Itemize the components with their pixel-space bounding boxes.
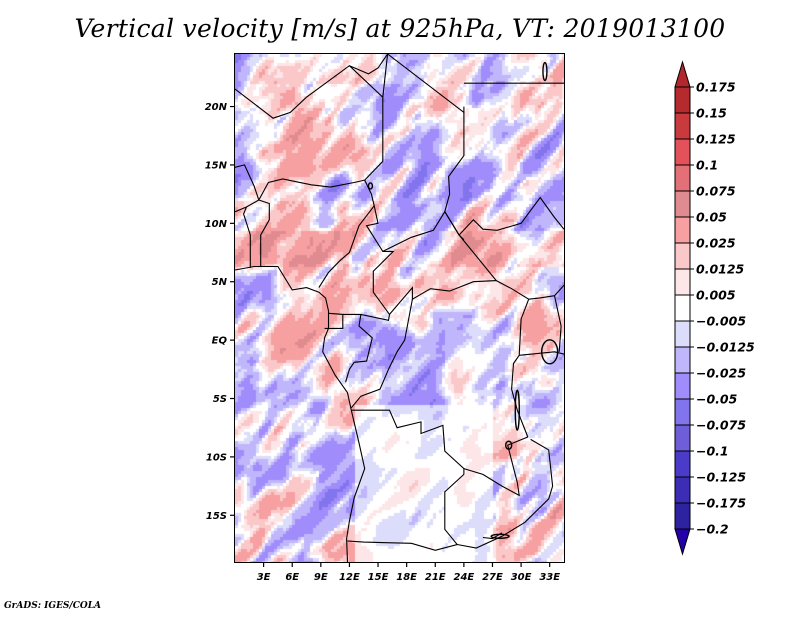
colorbar-bottom-arrow (674, 528, 691, 556)
colorbar-swatch (674, 138, 691, 166)
border-zambia-south (457, 438, 554, 549)
border-cameroon-chad (365, 205, 395, 315)
colorbar-swatch (674, 320, 691, 348)
y-tick-label: 10S (206, 452, 227, 463)
colorbar-swatch (674, 268, 691, 296)
colorbar-label: −0.125 (696, 470, 746, 485)
lake-mweru (504, 440, 513, 450)
colorbar-label: 0.0125 (696, 262, 745, 277)
x-tick-label: 21E (425, 572, 446, 583)
y-tick-label: 5N (212, 277, 228, 288)
border-cameroon-gabon-congo (342, 313, 391, 321)
colorbar-swatch (674, 398, 691, 426)
x-tick-label: 9E (314, 572, 328, 583)
colorbar-swatch (674, 190, 691, 218)
x-tick-label: 15E (368, 572, 389, 583)
colorbar-label: −0.05 (696, 392, 738, 407)
colorbar-label: 0.05 (696, 210, 727, 225)
colorbar-top-arrow (674, 60, 691, 88)
colorbar-swatch (674, 424, 691, 452)
vertical-velocity-field (235, 54, 564, 562)
colorbar-label: −0.025 (696, 366, 746, 381)
x-tick-label: 24E (453, 572, 474, 583)
y-tick-label: EQ (212, 336, 228, 347)
coastline-west-africa (235, 265, 366, 562)
border-angola-zambia (347, 473, 465, 551)
grads-credit: GrADS: IGES/COLA (4, 601, 102, 611)
colorbar-swatch (674, 242, 691, 270)
border-drc-east (511, 299, 530, 438)
colorbar-swatch (674, 216, 691, 244)
colorbar-label: 0.125 (696, 132, 736, 147)
lake-tanganyika (514, 389, 520, 431)
border-drc-angola (351, 409, 465, 475)
colorbar-label: 0.005 (696, 288, 736, 303)
border-togo-benin (243, 206, 251, 268)
border-libya-chad-sudan (349, 54, 465, 114)
colorbar-label: −0.2 (696, 522, 729, 537)
colorbar-swatch (674, 476, 691, 504)
lake-kariba (490, 533, 510, 540)
country-borders (235, 54, 564, 562)
x-axis: 3E 6E 9E 12E 15E 18E 21E 24E 27E 30E 33E (257, 562, 560, 583)
border-burkina-north (235, 164, 260, 201)
colorbar-label: 0.1 (696, 158, 718, 173)
y-tick-label: 20N (205, 102, 228, 113)
border-gabon-congo (345, 314, 373, 383)
colorbar-label: 0.15 (696, 106, 727, 121)
colorbar-legend: 0.175 0.15 0.125 0.1 0.075 0.05 0.025 0.0125 0.0… (674, 60, 755, 556)
y-axis: 20N 15N 10N 5N EQ 5S 10S 15S (205, 102, 235, 522)
map-plot-area (235, 54, 564, 562)
y-tick-label: 5S (213, 394, 227, 405)
colorbar-label: −0.175 (696, 496, 746, 511)
border-uganda-kenya (553, 295, 562, 352)
lake-victoria (540, 339, 559, 365)
border-niger-chad (364, 97, 384, 181)
x-tick-label: 18E (396, 572, 417, 583)
colorbar-label: 0.025 (696, 236, 736, 251)
x-tick-label: 30E (511, 572, 532, 583)
colorbar-swatch (674, 294, 691, 322)
border-burkina-south (235, 199, 260, 213)
colorbar-swatch (674, 450, 691, 478)
x-tick-label: 6E (285, 572, 299, 583)
colorbar-swatch (674, 86, 691, 114)
border-nigeria-cameroon (318, 179, 375, 288)
colorbar-label: −0.075 (696, 418, 746, 433)
x-tick-label: 27E (482, 572, 503, 583)
border-niger-algeria-libya (235, 54, 389, 119)
colorbar-swatch (674, 372, 691, 400)
colorbar-label: 0.075 (696, 184, 736, 199)
colorbar-label: −0.0125 (696, 340, 755, 355)
border-benin-nigeria (258, 199, 270, 267)
colorbar-swatch (674, 112, 691, 140)
colorbar-label: −0.1 (696, 444, 729, 459)
border-congo-drc (350, 299, 413, 409)
border-gabon-eqguinea (324, 312, 344, 329)
colorbar-swatch (674, 346, 691, 374)
colorbar-swatch (674, 502, 691, 530)
x-tick-label: 3E (257, 572, 271, 583)
border-tanzania-north (519, 351, 564, 356)
colorbar-label: −0.005 (696, 314, 746, 329)
colorbar-label: 0.175 (696, 80, 736, 95)
colorbar-swatch (674, 164, 691, 192)
y-tick-label: 15S (206, 511, 227, 522)
x-tick-label: 33E (539, 572, 560, 583)
border-drc-zambia (463, 436, 529, 497)
chart-title: Vertical velocity [m/s] at 925hPa, VT: 2… (74, 14, 726, 43)
border-south-sudan (458, 196, 564, 236)
x-tick-label: 12E (339, 572, 360, 583)
border-ssudan-drc-uganda (496, 280, 564, 300)
y-tick-label: 15N (205, 160, 228, 171)
lake-chad (367, 182, 374, 190)
y-tick-label: 10N (205, 219, 228, 230)
border-car (382, 210, 498, 315)
border-niger-nigeria (258, 178, 365, 201)
lake-nasser (542, 61, 548, 82)
